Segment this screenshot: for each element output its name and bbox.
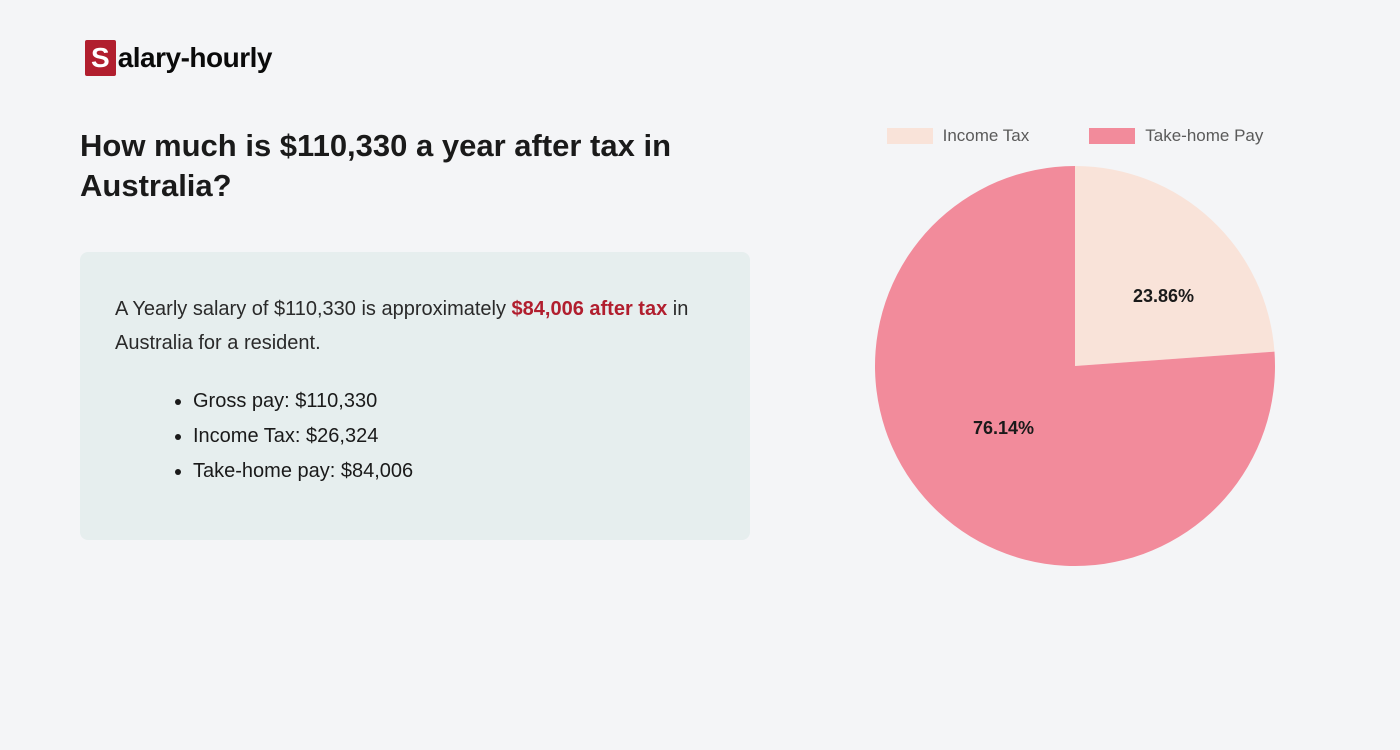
legend-item-takehome: Take-home Pay [1089, 126, 1263, 146]
logo-s-icon: S [85, 40, 116, 76]
site-logo: Salary-hourly [85, 40, 1320, 76]
chart-column: Income Tax Take-home Pay 23.86% 76.14% [830, 126, 1320, 566]
legend-swatch-takehome [1089, 128, 1135, 144]
summary-box: A Yearly salary of $110,330 is approxima… [80, 252, 750, 540]
left-column: How much is $110,330 a year after tax in… [80, 126, 750, 566]
main-content: How much is $110,330 a year after tax in… [80, 126, 1320, 566]
pie-label-takehome: 76.14% [973, 418, 1034, 439]
summary-highlight: $84,006 after tax [512, 298, 668, 320]
bullet-tax: Income Tax: $26,324 [193, 425, 715, 448]
legend-label-takehome: Take-home Pay [1145, 126, 1263, 146]
page-title: How much is $110,330 a year after tax in… [80, 126, 750, 207]
pie-label-tax: 23.86% [1133, 286, 1194, 307]
summary-bullets: Gross pay: $110,330 Income Tax: $26,324 … [115, 390, 715, 483]
pie-chart: 23.86% 76.14% [875, 166, 1275, 566]
summary-text: A Yearly salary of $110,330 is approxima… [115, 292, 715, 360]
logo-text: alary-hourly [118, 42, 272, 74]
legend-item-tax: Income Tax [887, 126, 1030, 146]
bullet-takehome: Take-home pay: $84,006 [193, 460, 715, 483]
summary-prefix: A Yearly salary of $110,330 is approxima… [115, 298, 512, 320]
legend-label-tax: Income Tax [943, 126, 1030, 146]
bullet-gross: Gross pay: $110,330 [193, 390, 715, 413]
legend-swatch-tax [887, 128, 933, 144]
chart-legend: Income Tax Take-home Pay [830, 126, 1320, 146]
pie-svg [875, 166, 1275, 566]
